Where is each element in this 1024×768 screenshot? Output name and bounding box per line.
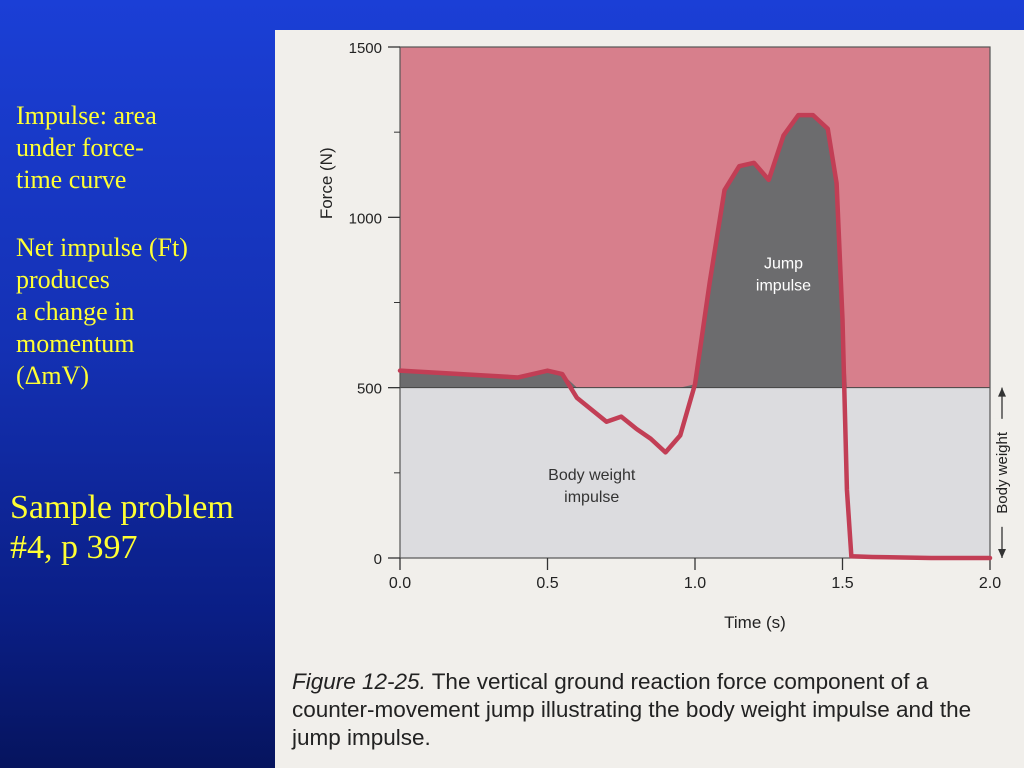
x-tick-label: 1.5: [831, 575, 853, 592]
body-weight-arrow-up: [998, 387, 1006, 397]
text-line: produces: [16, 265, 110, 294]
text-line: Net impulse (Ft): [16, 233, 188, 262]
text-line: #4, p 397: [10, 529, 138, 566]
x-tick-label: 1.0: [684, 575, 706, 592]
text-line: momentum: [16, 329, 135, 358]
text-line: time curve: [16, 165, 127, 194]
text-line: under force-: [16, 133, 144, 162]
body-weight-impulse-area: [400, 387, 990, 558]
body-weight-impulse-label: Body weight impulse: [548, 467, 636, 506]
x-tick-label: 0.5: [536, 575, 558, 592]
text-line: Impulse: area: [16, 101, 157, 130]
bullet-text: Impulse: area under force- time curve Ne…: [16, 100, 271, 392]
caption-figure-ref: Figure 12-25.: [292, 669, 426, 694]
body-weight-arrow-down: [998, 549, 1006, 558]
jump-impulse-label: Jump impulse: [756, 256, 811, 295]
y-tick-label: 0: [374, 551, 382, 568]
figure-caption: Figure 12-25. The vertical ground reacti…: [292, 668, 1012, 752]
y-tick-label: 1500: [349, 40, 382, 57]
x-tick-label: 2.0: [979, 575, 1001, 592]
x-tick-label: 0.0: [389, 575, 411, 592]
label-line: impulse: [564, 489, 619, 506]
y-tick-label: 500: [357, 381, 382, 398]
y-axis-label: Force (N): [317, 147, 336, 219]
text-line: Sample problem: [10, 489, 234, 526]
caption-text: The vertical ground reaction force compo…: [292, 669, 972, 750]
label-line: impulse: [756, 278, 811, 295]
text-line: (ΔmV): [16, 361, 90, 390]
force-time-chart: 0 500 1000 1500 0.0 0.5 1.0 1.5 2.0 Time (s) Force…: [317, 40, 1011, 632]
y-tick-label: 1000: [349, 210, 382, 227]
body-weight-label-bg: [993, 418, 1011, 527]
force-curve: [397, 112, 993, 561]
sample-problem-text: Sample problem #4, p 397: [10, 488, 234, 568]
label-line: Body weight: [548, 467, 636, 484]
x-axis-label: Time (s): [724, 613, 786, 632]
text-line: a change in: [16, 297, 135, 326]
label-line: Jump: [764, 256, 803, 273]
figure-panel: 0 500 1000 1500 0.0 0.5 1.0 1.5 2.0 Time (s) Force…: [275, 30, 1024, 768]
body-weight-label: Body weight: [994, 431, 1011, 514]
